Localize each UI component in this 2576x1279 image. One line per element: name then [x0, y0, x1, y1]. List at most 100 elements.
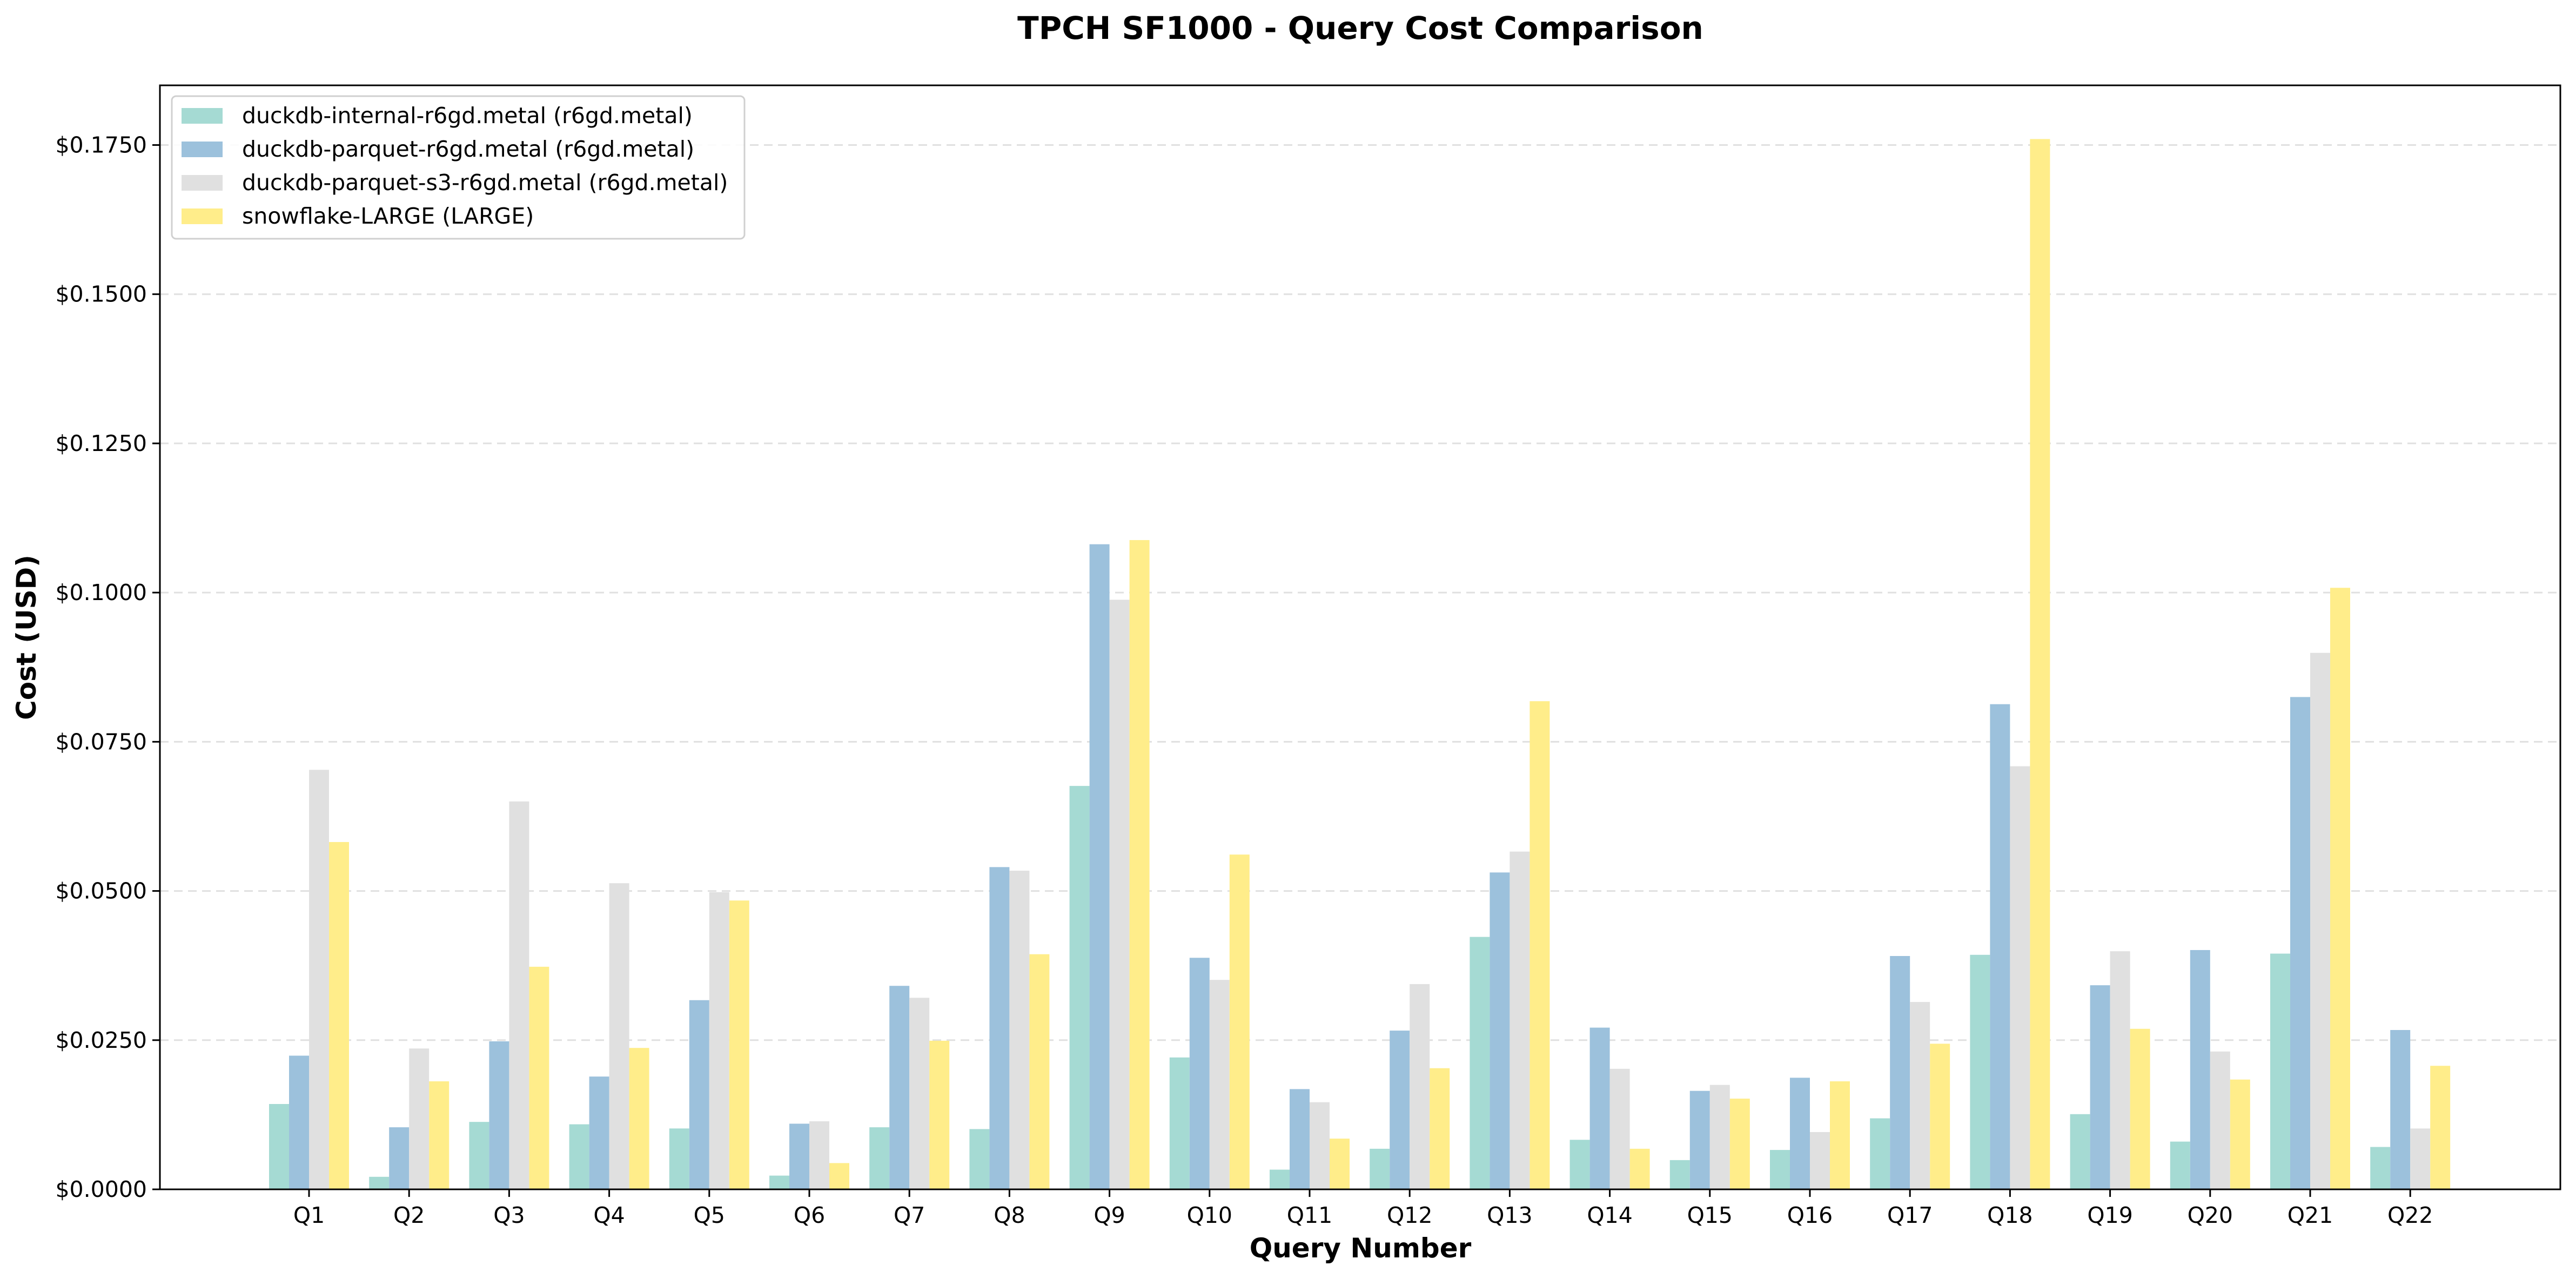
x-tick-label: Q9 — [1094, 1202, 1125, 1228]
bar — [889, 986, 910, 1189]
bars — [269, 139, 2451, 1190]
bar — [2170, 1141, 2190, 1189]
x-tick-label: Q14 — [1587, 1202, 1632, 1228]
bar — [1629, 1148, 1650, 1189]
bar — [2090, 985, 2110, 1189]
bar — [1209, 980, 1230, 1189]
bar — [609, 883, 629, 1189]
bar — [1510, 851, 1530, 1189]
legend-label: duckdb-internal-r6gd.metal (r6gd.metal) — [242, 103, 693, 129]
y-tick-label: $0.1750 — [55, 132, 147, 158]
bar — [1189, 958, 1210, 1189]
bar — [1229, 854, 1250, 1189]
bar — [869, 1127, 890, 1189]
legend: duckdb-internal-r6gd.metal (r6gd.metal) d… — [171, 95, 746, 240]
bar — [2270, 953, 2290, 1189]
y-tick-label: $0.1250 — [55, 430, 147, 456]
bar — [989, 867, 1010, 1189]
bar — [2370, 1147, 2391, 1189]
bar — [709, 892, 729, 1189]
y-tick-label: $0.1500 — [55, 281, 147, 307]
bar — [569, 1124, 589, 1189]
x-tick-label: Q20 — [2188, 1202, 2233, 1228]
chart-title: TPCH SF1000 - Query Cost Comparison — [1017, 10, 1703, 46]
x-tick-label: Q6 — [794, 1202, 825, 1228]
bar — [769, 1175, 789, 1189]
bar — [829, 1163, 849, 1189]
legend-swatch — [182, 108, 223, 124]
bar — [929, 1040, 950, 1189]
bar — [1129, 540, 1150, 1190]
bar — [909, 998, 930, 1189]
bar — [729, 900, 749, 1189]
bar — [2010, 766, 2030, 1189]
bar — [409, 1048, 430, 1189]
bar — [1830, 1081, 1850, 1189]
bar — [1370, 1148, 1390, 1189]
x-tick-label: Q3 — [493, 1202, 525, 1228]
x-tick-label: Q17 — [1887, 1202, 1933, 1228]
legend-label: duckdb-parquet-r6gd.metal (r6gd.metal) — [242, 136, 694, 162]
bar — [2110, 951, 2130, 1189]
legend-swatch — [182, 208, 223, 224]
bar — [1569, 1140, 1590, 1189]
x-tick-label: Q7 — [894, 1202, 925, 1228]
bar — [1589, 1027, 1610, 1189]
x-tick-label: Q4 — [593, 1202, 625, 1228]
x-tick-label: Q19 — [2087, 1202, 2132, 1228]
y-tick-label: $0.1000 — [55, 580, 147, 605]
bar — [1990, 704, 2010, 1189]
bar — [1890, 955, 1910, 1189]
y-tick-label: $0.0500 — [55, 878, 147, 904]
bar — [1530, 701, 1550, 1189]
bar — [269, 1104, 289, 1189]
bar — [2190, 950, 2210, 1189]
bar — [1330, 1139, 1350, 1189]
x-axis-label: Query Number — [1250, 1233, 1472, 1264]
bar — [1410, 984, 1430, 1189]
y-axis: $0.0000 $0.0250 $0.0500 $0.0750 $0.1000 $0.12… — [55, 132, 160, 1202]
bar — [469, 1122, 489, 1189]
x-axis: Q1 Q2 Q3 Q4 Q5 Q6 Q7 Q8 Q9 Q10 Q11 Q12 Q13 Q14 Q15 Q16 Q… — [293, 1189, 2433, 1228]
bar — [1930, 1044, 1950, 1189]
legend-box — [171, 95, 746, 240]
bar — [2070, 1114, 2090, 1189]
bar — [1770, 1150, 1790, 1189]
x-tick-label: Q21 — [2287, 1202, 2333, 1228]
x-tick-label: Q8 — [994, 1202, 1025, 1228]
bar — [2030, 139, 2050, 1189]
x-tick-label: Q2 — [393, 1202, 425, 1228]
bar — [2130, 1028, 2150, 1189]
bar — [289, 1055, 309, 1189]
bar — [1709, 1085, 1730, 1189]
y-tick-label: $0.0250 — [55, 1027, 147, 1053]
bar — [1490, 872, 1510, 1189]
bar — [1390, 1031, 1410, 1189]
x-tick-label: Q18 — [1987, 1202, 2032, 1228]
y-tick-label: $0.0000 — [55, 1176, 147, 1202]
bar — [1109, 600, 1130, 1189]
bar — [2390, 1030, 2411, 1189]
bar — [1169, 1057, 1190, 1189]
bar — [1470, 937, 1490, 1189]
bar — [789, 1123, 809, 1189]
bar — [1790, 1078, 1810, 1189]
bar — [369, 1176, 390, 1189]
bar — [2330, 588, 2350, 1189]
x-tick-label: Q11 — [1287, 1202, 1332, 1228]
bar — [689, 1000, 709, 1189]
legend-label: duckdb-parquet-s3-r6gd.metal (r6gd.metal… — [242, 170, 728, 196]
bar — [2290, 697, 2310, 1189]
plot-frame — [159, 84, 2561, 1190]
bar — [969, 1129, 990, 1189]
x-tick-label: Q22 — [2387, 1202, 2433, 1228]
bar — [1910, 1002, 1930, 1189]
bar — [1669, 1160, 1690, 1189]
bar — [1069, 786, 1090, 1189]
x-tick-label: Q5 — [694, 1202, 725, 1228]
bar — [1270, 1169, 1290, 1189]
bar — [529, 966, 549, 1189]
bar — [1609, 1068, 1630, 1189]
x-tick-label: Q1 — [293, 1202, 325, 1228]
